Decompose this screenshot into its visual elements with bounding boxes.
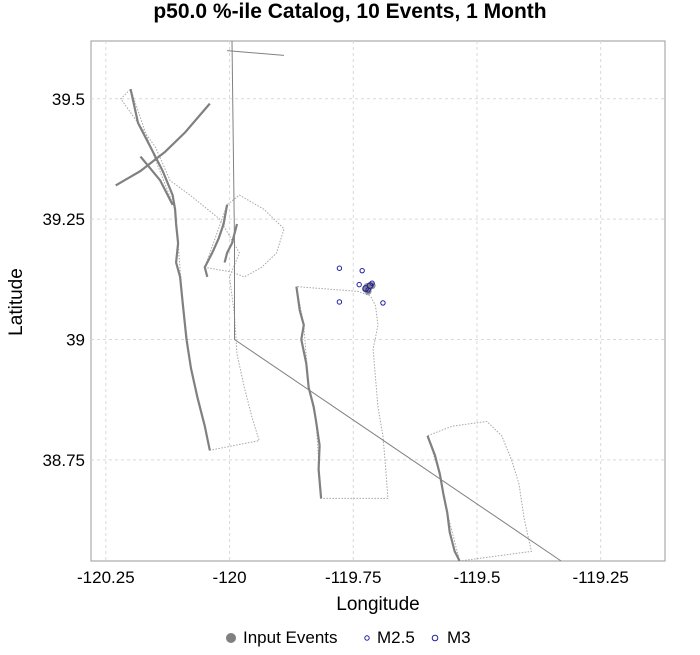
fault-trace-2 xyxy=(139,155,174,206)
x-tick-label-1: -120 xyxy=(213,568,247,587)
legend-m25-marker xyxy=(364,635,370,641)
m2-5-point-2 xyxy=(356,281,362,288)
fault-trace-1 xyxy=(115,102,211,187)
y-tick-label-1: 39 xyxy=(66,331,85,350)
x-axis-label: Longitude xyxy=(336,594,419,615)
m3-point-1 xyxy=(366,282,374,289)
fault-line-0 xyxy=(231,40,562,562)
m2-5-point-5 xyxy=(336,299,343,305)
fault-trace-5 xyxy=(295,286,323,499)
m2-5-point-6 xyxy=(380,300,386,306)
plot-area xyxy=(90,40,666,562)
fault-map xyxy=(115,40,562,562)
x-tick-label-4: -119.25 xyxy=(572,568,628,587)
grid xyxy=(91,41,665,561)
fault-trace-3 xyxy=(203,204,229,278)
m2-5-point-0 xyxy=(336,265,343,271)
legend: Input Events M2.5 M3 xyxy=(226,628,471,647)
fault-line-1 xyxy=(227,50,285,56)
y-tick-label-3: 39.5 xyxy=(52,90,85,109)
legend-m3-marker xyxy=(431,634,439,642)
fault-trace-6 xyxy=(426,435,461,562)
fault-trace-4 xyxy=(223,223,239,263)
x-tick-label-3: -119.5 xyxy=(453,568,500,587)
m2-5-point-1 xyxy=(359,267,365,274)
y-tick-label-2: 39.25 xyxy=(42,210,85,229)
legend-input-events-label: Input Events xyxy=(243,628,338,647)
x-axis-ticks: -120.25 -120 -119.75 -119.5 -119.25 xyxy=(77,568,629,587)
y-tick-label-0: 38.75 xyxy=(42,451,85,470)
x-tick-label-2: -119.75 xyxy=(325,568,381,587)
x-tick-label-0: -120.25 xyxy=(77,568,135,587)
fault-surface-outline-0 xyxy=(120,88,260,451)
y-axis-label: Latitude xyxy=(6,268,27,336)
legend-m25-label: M2.5 xyxy=(377,628,415,647)
fault-surface-outline-2 xyxy=(295,286,389,499)
legend-m3-label: M3 xyxy=(447,628,471,647)
chart-title: p50.0 %-ile Catalog, 10 Events, 1 Month xyxy=(153,0,546,23)
legend-input-events-marker xyxy=(226,633,236,643)
y-axis-ticks: 38.75 39 39.25 39.5 xyxy=(42,90,85,470)
data-points xyxy=(336,265,386,306)
m3-point-0 xyxy=(362,285,369,292)
